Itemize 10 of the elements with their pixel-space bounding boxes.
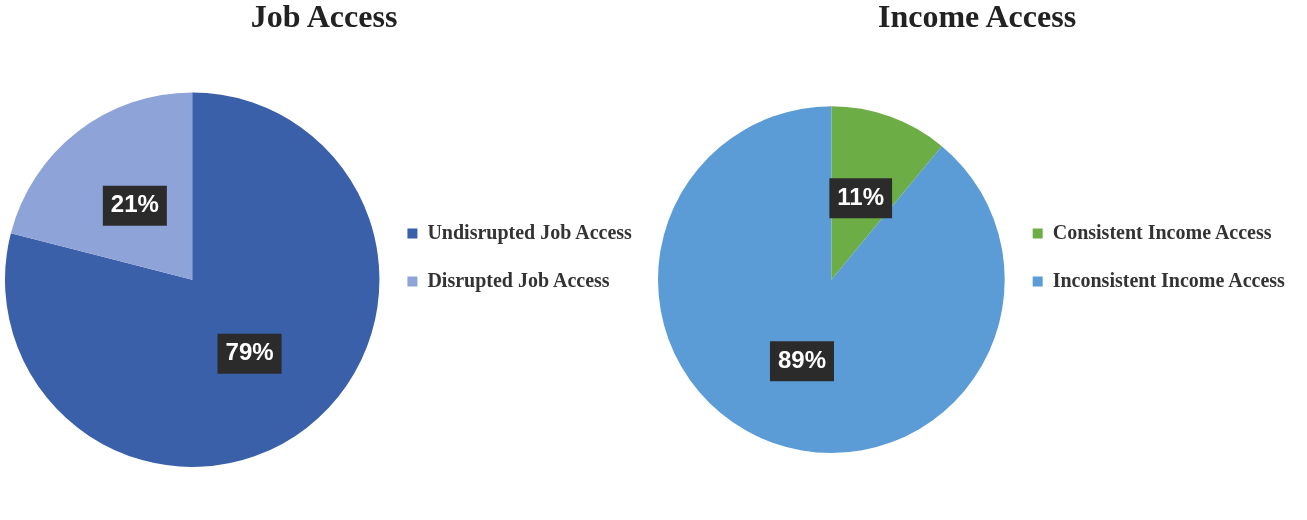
data-label: 21%: [110, 190, 159, 218]
chart-title: Job Access: [250, 0, 398, 35]
legend-label: Consistent Income Access: [1052, 220, 1272, 243]
legend-label: Disrupted Job Access: [427, 268, 610, 292]
data-label: 79%: [225, 338, 274, 366]
legend-label: Undisrupted Job Access: [427, 220, 633, 244]
data-label: 11%: [837, 182, 885, 210]
data-label: 89%: [777, 345, 827, 373]
legend-label: Inconsistent Income Access: [1052, 268, 1286, 291]
chart-title: Income Access: [877, 0, 1077, 35]
